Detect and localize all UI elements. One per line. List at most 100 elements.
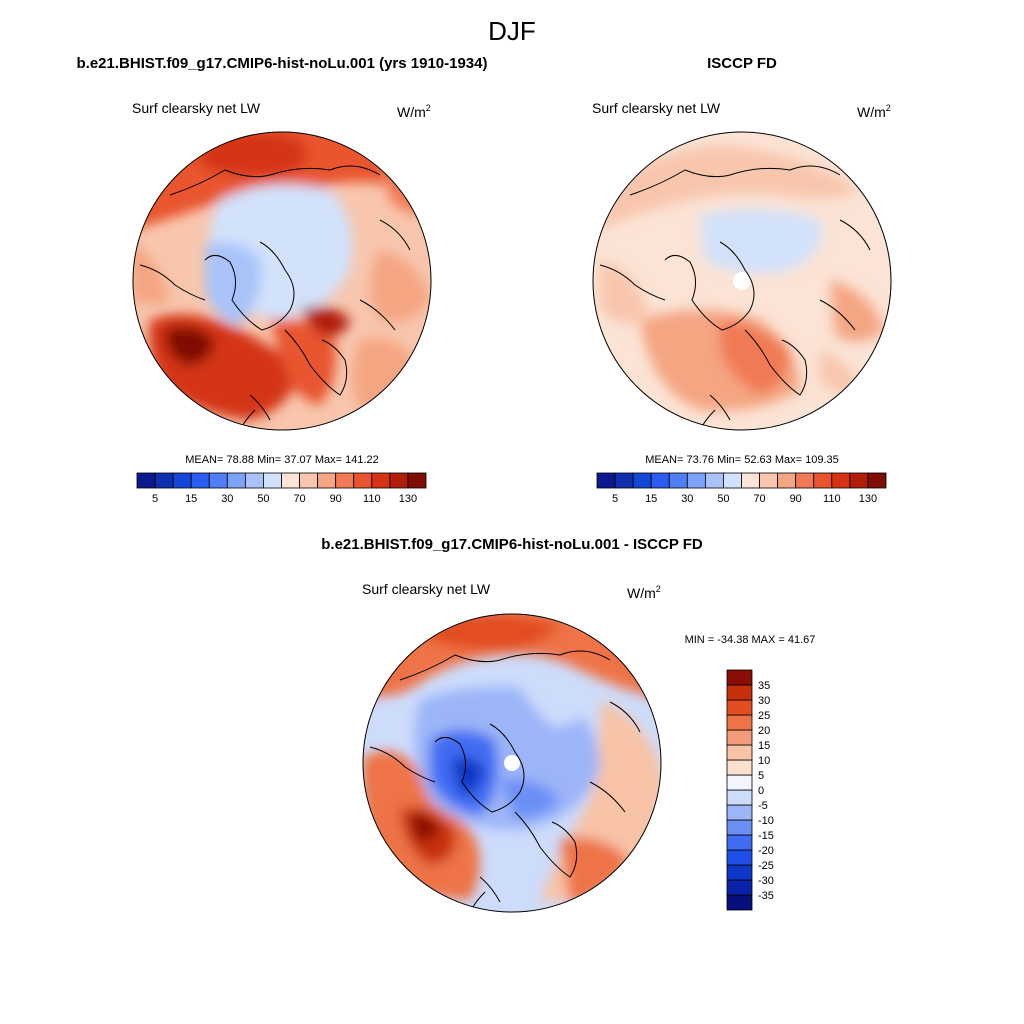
colorbar-swatch bbox=[759, 472, 779, 489]
map-model bbox=[133, 132, 431, 430]
colorbar-swatch bbox=[726, 669, 753, 686]
colorbar-swatch bbox=[723, 472, 742, 489]
colorbar-swatch bbox=[726, 714, 753, 731]
map-obs-outline bbox=[592, 131, 892, 431]
colorbar-tick-label: -15 bbox=[758, 830, 774, 842]
colorbar-swatch bbox=[726, 819, 753, 836]
colorbar-swatch bbox=[371, 472, 391, 489]
colorbar-tick-label: -30 bbox=[758, 875, 774, 887]
colorbar-swatch bbox=[849, 472, 869, 489]
colorbar-swatch bbox=[726, 729, 753, 746]
colorbar-swatch bbox=[226, 472, 246, 489]
colorbar-swatch bbox=[795, 472, 815, 489]
colorbar-tick-label: 10 bbox=[758, 755, 770, 767]
panel-diff-stats: MIN = -34.38 MAX = 41.67 bbox=[685, 634, 816, 646]
panel-model-title: b.e21.BHIST.f09_g17.CMIP6-hist-noLu.001 … bbox=[77, 55, 488, 72]
panel-model: b.e21.BHIST.f09_g17.CMIP6-hist-noLu.001 … bbox=[77, 55, 488, 505]
colorbar-tick-label: 50 bbox=[257, 493, 269, 505]
colorbar-tick-label: 15 bbox=[185, 493, 197, 505]
figure-title: DJF bbox=[488, 16, 536, 46]
panel-diff-title: b.e21.BHIST.f09_g17.CMIP6-hist-noLu.001 … bbox=[321, 536, 703, 553]
colorbar-tick-label: 50 bbox=[717, 493, 729, 505]
colorbar-swatch bbox=[244, 472, 264, 489]
colorbar-obs: 5 15 30 50 70 90 110 130 bbox=[596, 472, 887, 505]
map-model-outline bbox=[132, 131, 432, 431]
colorbar-tick-label: 5 bbox=[612, 493, 618, 505]
colorbar-swatch bbox=[831, 472, 851, 489]
panel-obs: ISCCP FD Surf clearsky net LW W/m2 bbox=[592, 55, 892, 505]
colorbar-swatch bbox=[726, 744, 753, 761]
colorbar-swatch bbox=[777, 472, 797, 489]
colorbar-tick-label: -25 bbox=[758, 860, 774, 872]
panel-model-units: W/m2 bbox=[397, 103, 431, 120]
colorbar-swatch bbox=[190, 472, 210, 489]
panel-diff-units: W/m2 bbox=[627, 584, 661, 601]
panel-obs-units: W/m2 bbox=[857, 103, 891, 120]
colorbar-swatch bbox=[263, 472, 282, 489]
map-obs bbox=[593, 132, 891, 430]
colorbar-swatch bbox=[650, 472, 670, 489]
colorbar-swatch bbox=[726, 804, 753, 821]
colorbar-tick-label: 30 bbox=[681, 493, 693, 505]
colorbar-swatch bbox=[335, 472, 355, 489]
colorbar-tick-label: -20 bbox=[758, 845, 774, 857]
colorbar-model: 5 15 30 50 70 90 110 130 bbox=[136, 472, 427, 505]
colorbar-swatch bbox=[704, 472, 724, 489]
colorbar-tick-label: 70 bbox=[293, 493, 305, 505]
colorbar-tick-label: 0 bbox=[758, 785, 764, 797]
colorbar-swatch bbox=[596, 472, 616, 489]
colorbar-swatch bbox=[632, 472, 652, 489]
panel-obs-variable: Surf clearsky net LW bbox=[592, 100, 721, 116]
colorbar-tick-label: -10 bbox=[758, 815, 774, 827]
colorbar-tick-label: -5 bbox=[758, 800, 768, 812]
colorbar-swatch bbox=[389, 472, 409, 489]
colorbar-swatch bbox=[726, 894, 753, 911]
colorbar-tick-label: 15 bbox=[758, 740, 770, 752]
colorbar-tick-label: 5 bbox=[758, 770, 764, 782]
colorbar-swatch bbox=[726, 849, 753, 866]
colorbar-tick-label: 30 bbox=[758, 695, 770, 707]
colorbar-tick-label: 110 bbox=[823, 493, 841, 505]
colorbar-swatch bbox=[281, 472, 300, 489]
colorbar-tick-label: 25 bbox=[758, 710, 770, 722]
colorbar-swatch bbox=[353, 472, 373, 489]
colorbar-tick-label: 130 bbox=[859, 493, 877, 505]
colorbar-swatch bbox=[208, 472, 228, 489]
panel-diff-variable: Surf clearsky net LW bbox=[362, 581, 491, 597]
colorbar-swatch bbox=[172, 472, 192, 489]
colorbar-tick-label: 15 bbox=[645, 493, 657, 505]
map-diff-outline bbox=[362, 613, 662, 913]
colorbar-swatch bbox=[614, 472, 634, 489]
colorbar-swatch bbox=[726, 774, 753, 791]
colorbar-swatch bbox=[726, 864, 753, 881]
colorbar-swatch bbox=[726, 684, 753, 701]
colorbar-swatch bbox=[726, 699, 753, 716]
panel-model-variable: Surf clearsky net LW bbox=[132, 100, 261, 116]
colorbar-swatch bbox=[726, 834, 753, 851]
colorbar-tick-label: -35 bbox=[758, 890, 774, 902]
colorbar-swatch bbox=[317, 472, 337, 489]
colorbar-tick-label: 35 bbox=[758, 680, 770, 692]
colorbar-tick-label: 70 bbox=[753, 493, 765, 505]
colorbar-tick-label: 90 bbox=[790, 493, 802, 505]
colorbar-swatch bbox=[407, 472, 427, 489]
colorbar-swatch bbox=[726, 879, 753, 896]
colorbar-swatch bbox=[668, 472, 688, 489]
colorbar-tick-label: 90 bbox=[330, 493, 342, 505]
colorbar-swatch bbox=[686, 472, 706, 489]
panel-model-stats: MEAN= 78.88 Min= 37.07 Max= 141.22 bbox=[185, 454, 379, 466]
colorbar-tick-label: 5 bbox=[152, 493, 158, 505]
colorbar-diff: -35 -30 -25 -20 -15 -10 -5 0 5 10 15 20 25 30 35 bbox=[726, 669, 774, 911]
colorbar-swatch bbox=[726, 759, 753, 776]
colorbar-swatch bbox=[741, 472, 760, 489]
colorbar-tick-label: 30 bbox=[221, 493, 233, 505]
colorbar-swatch bbox=[726, 789, 753, 806]
colorbar-tick-label: 130 bbox=[399, 493, 417, 505]
panel-obs-stats: MEAN= 73.76 Min= 52.63 Max= 109.35 bbox=[645, 454, 839, 466]
colorbar-swatch bbox=[299, 472, 319, 489]
colorbar-tick-label: 110 bbox=[363, 493, 381, 505]
panel-obs-title: ISCCP FD bbox=[707, 55, 777, 72]
colorbar-swatch bbox=[136, 472, 156, 489]
colorbar-tick-label: 20 bbox=[758, 725, 770, 737]
